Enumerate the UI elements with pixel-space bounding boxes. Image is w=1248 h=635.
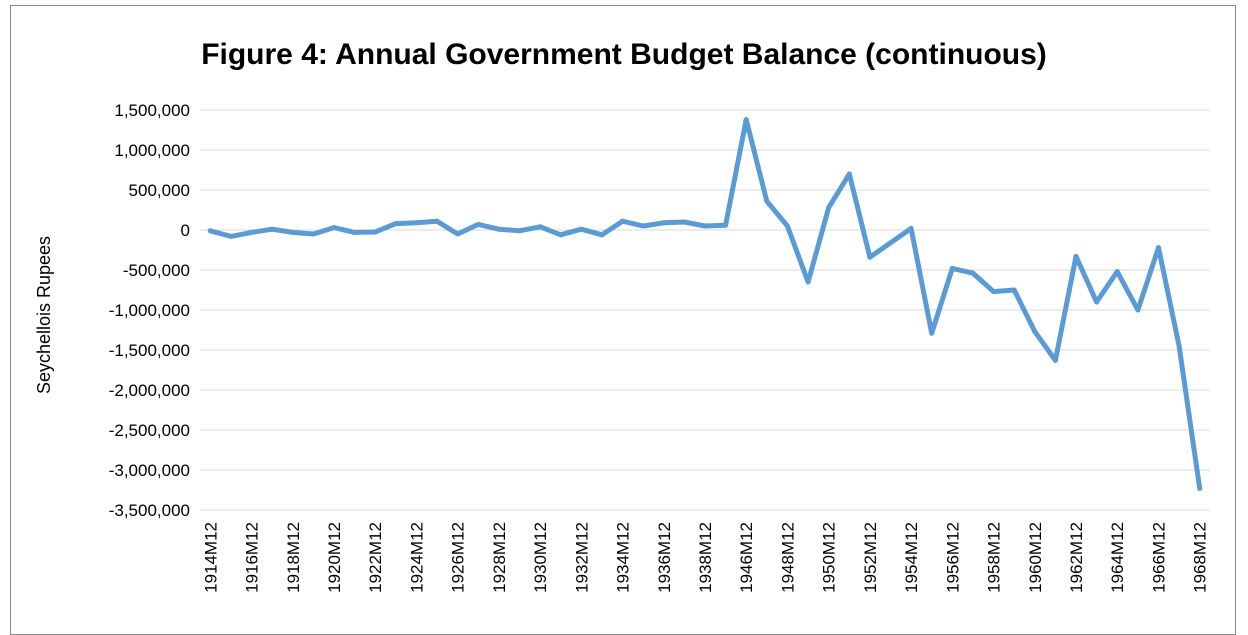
x-tick-label: 1920M12	[325, 522, 344, 593]
data-point	[640, 223, 646, 229]
x-tick-label: 1968M12	[1191, 522, 1210, 593]
x-tick-label: 1958M12	[985, 522, 1004, 593]
data-point	[413, 220, 419, 226]
data-point	[228, 233, 234, 239]
x-tick-label: 1934M12	[614, 522, 633, 593]
data-point	[1114, 269, 1120, 275]
x-tick-label: 1926M12	[449, 522, 468, 593]
data-point	[455, 231, 461, 237]
y-axis-label: Seychellois Rupees	[34, 236, 54, 394]
y-tick-label: -2,500,000	[109, 421, 190, 440]
data-point	[784, 223, 790, 229]
data-point	[723, 222, 729, 228]
y-tick-label: 500,000	[129, 181, 190, 200]
data-point	[846, 171, 852, 177]
series-points	[207, 117, 1203, 491]
x-tick-label: 1914M12	[201, 522, 220, 593]
data-point	[393, 221, 399, 227]
x-tick-label: 1924M12	[407, 522, 426, 593]
data-point	[888, 240, 894, 246]
data-point	[599, 232, 605, 238]
data-point	[1176, 343, 1182, 349]
data-point	[269, 226, 275, 232]
gridlines	[200, 109, 1210, 511]
x-tick-label: 1950M12	[820, 522, 839, 593]
series-line	[207, 117, 1203, 491]
data-point	[578, 226, 584, 232]
data-point	[908, 225, 914, 231]
chart-title: Figure 4: Annual Government Budget Balan…	[201, 38, 1047, 71]
x-tick-label: 1964M12	[1108, 522, 1127, 593]
data-point	[949, 265, 955, 271]
data-point	[207, 228, 213, 234]
data-point	[764, 198, 770, 204]
y-tick-label: -1,000,000	[109, 301, 190, 320]
x-tick-label: 1946M12	[737, 522, 756, 593]
y-tick-label: -500,000	[123, 261, 190, 280]
data-point	[991, 289, 997, 295]
data-point	[516, 228, 522, 234]
y-tick-label: -1,500,000	[109, 341, 190, 360]
data-point	[805, 279, 811, 285]
data-point	[1155, 245, 1161, 251]
data-point	[558, 232, 564, 238]
y-tick-label: 0	[181, 221, 190, 240]
y-axis-ticks: 1,500,000 1,000,000 500,000 0 -500,000 -1,000…	[109, 101, 190, 520]
x-tick-label: 1930M12	[531, 522, 550, 593]
x-tick-label: 1916M12	[243, 522, 262, 593]
data-point	[826, 205, 832, 211]
x-tick-label: 1956M12	[943, 522, 962, 593]
data-point	[1197, 485, 1203, 491]
x-tick-label: 1948M12	[778, 522, 797, 593]
data-point	[290, 229, 296, 235]
y-tick-label: -3,500,000	[109, 501, 190, 520]
data-point	[1032, 329, 1038, 335]
data-point	[496, 226, 502, 232]
x-tick-label: 1954M12	[902, 522, 921, 593]
y-tick-label: -3,000,000	[109, 461, 190, 480]
x-tick-label: 1938M12	[696, 522, 715, 593]
data-point	[661, 220, 667, 226]
x-tick-label: 1928M12	[490, 522, 509, 593]
x-tick-label: 1966M12	[1149, 522, 1168, 593]
data-point	[1011, 287, 1017, 293]
x-tick-label: 1962M12	[1067, 522, 1086, 593]
data-point	[475, 221, 481, 227]
x-tick-label: 1918M12	[284, 522, 303, 593]
data-point	[970, 270, 976, 276]
data-point	[1052, 357, 1058, 363]
data-point	[537, 224, 543, 230]
x-tick-label: 1952M12	[861, 522, 880, 593]
data-point	[249, 229, 255, 235]
data-point	[352, 229, 358, 235]
data-point	[620, 218, 626, 224]
data-point	[867, 254, 873, 260]
data-point	[310, 231, 316, 237]
y-tick-label: 1,500,000	[114, 101, 190, 120]
data-point	[1073, 253, 1079, 259]
data-point	[743, 117, 749, 123]
x-axis-ticks: 1914M12 1916M12 1918M12 1920M12 1922M12 1924M…	[201, 522, 1209, 593]
data-point	[372, 229, 378, 235]
data-point	[434, 218, 440, 224]
y-tick-label: -2,000,000	[109, 381, 190, 400]
data-point	[702, 223, 708, 229]
data-point	[929, 330, 935, 336]
data-point	[1135, 307, 1141, 313]
x-tick-label: 1960M12	[1026, 522, 1045, 593]
data-point	[681, 219, 687, 225]
data-point	[1094, 299, 1100, 305]
x-tick-label: 1932M12	[572, 522, 591, 593]
x-tick-label: 1936M12	[655, 522, 674, 593]
data-point	[331, 225, 337, 231]
x-tick-label: 1922M12	[366, 522, 385, 593]
y-tick-label: 1,000,000	[114, 141, 190, 160]
